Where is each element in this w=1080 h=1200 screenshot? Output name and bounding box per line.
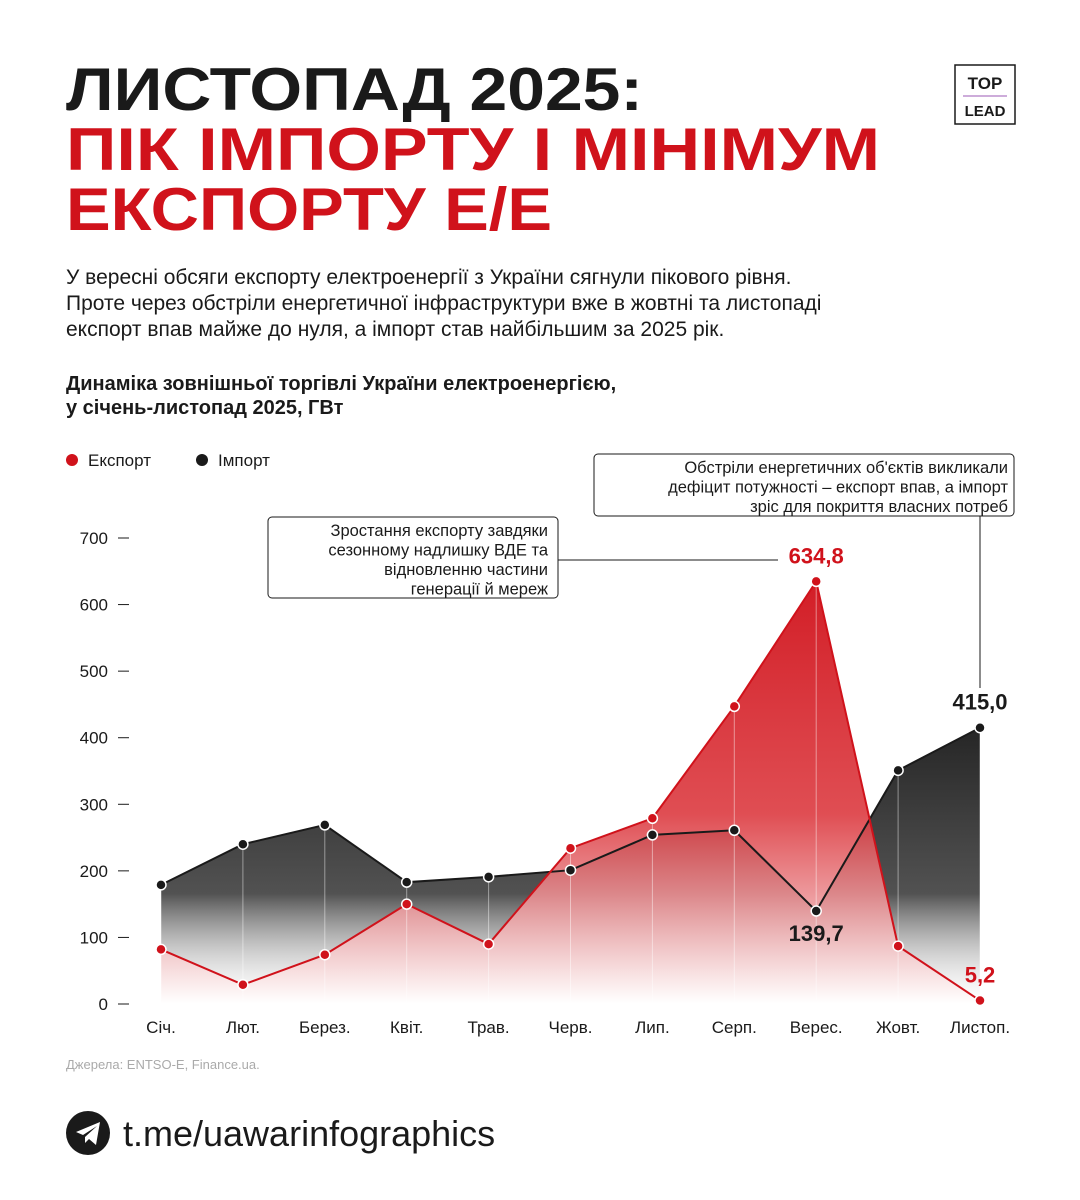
- point: [564, 864, 577, 876]
- x-tick-label: Жовт.: [876, 1018, 920, 1037]
- x-tick-label: Серп.: [712, 1018, 757, 1037]
- value-label: 139,7: [789, 921, 844, 946]
- point: [400, 898, 413, 910]
- point: [728, 824, 741, 836]
- logo-frame: [954, 64, 1016, 125]
- x-tick-label: Лип.: [635, 1018, 670, 1037]
- point: [155, 879, 167, 891]
- legend-swatch: [66, 454, 78, 466]
- chart-title: Динаміка зовнішньої торгівлі України еле…: [66, 373, 616, 395]
- intro-line: експорт впав майже до нуля, а імпорт ста…: [66, 318, 724, 341]
- annotation-text: Обстріли енергетичних об'єктів викликали: [684, 459, 1008, 477]
- annotation-text: відновленню частини: [384, 561, 548, 579]
- point: [892, 764, 904, 777]
- title-line: ЛИСТОПАД 2025:: [66, 56, 643, 123]
- logo-top: TOP: [968, 74, 1003, 93]
- point: [482, 871, 495, 883]
- legend-swatch: [196, 454, 208, 466]
- point: [237, 838, 249, 850]
- value-label: 634,8: [789, 543, 844, 568]
- y-tick-label: 200: [80, 862, 108, 881]
- point: [319, 948, 331, 961]
- y-tick-label: 400: [80, 729, 108, 748]
- point: [564, 842, 577, 854]
- point: [892, 940, 904, 952]
- chart: 0 100 200 300 400 500 600 700 Січ. Лют. Берез. Квіт…: [66, 451, 1015, 1037]
- annotation-text: генерації й мереж: [411, 581, 548, 599]
- point: [810, 575, 822, 588]
- intro-line: У вересні обсяги експорту електроенергії…: [66, 266, 791, 289]
- x-tick-label: Берез.: [299, 1018, 351, 1037]
- point: [974, 721, 986, 734]
- x-tick-label: Верес.: [790, 1018, 843, 1037]
- annotation-text: дефіцит потужності – експорт впав, а імп…: [668, 479, 1008, 497]
- y-tick-label: 300: [80, 795, 108, 814]
- y-tick-label: 100: [80, 928, 108, 947]
- point: [155, 943, 167, 956]
- chart-title: у січень-листопад 2025, ГВт: [66, 397, 344, 419]
- x-tick-label: Трав.: [468, 1018, 510, 1037]
- annotation-text: сезонному надлишку ВДЕ та: [328, 542, 548, 560]
- point: [728, 700, 741, 713]
- annotation-text: зріс для покриття власних потреб: [750, 498, 1008, 516]
- point: [646, 829, 659, 841]
- annotation-box: [267, 516, 559, 599]
- telegram-plane: [76, 1122, 100, 1145]
- point: [400, 876, 413, 888]
- x-tick-label: Листоп.: [950, 1018, 1010, 1037]
- logo-bottom: LEAD: [965, 103, 1006, 120]
- legend-label: Експорт: [88, 451, 151, 470]
- point: [974, 994, 986, 1007]
- title-line: ЕКСПОРТУ Е/Е: [66, 176, 552, 243]
- value-label: 415,0: [952, 690, 1007, 715]
- point: [810, 905, 822, 917]
- source: Джерела: ENTSO-E, Finance.ua.: [66, 1057, 260, 1072]
- telegram-icon: [66, 1111, 110, 1155]
- value-label: 5,2: [965, 963, 996, 988]
- x-tick-label: Січ.: [146, 1018, 176, 1037]
- annotation-box: [593, 453, 1015, 517]
- area: [161, 581, 980, 1004]
- y-tick-label: 0: [99, 995, 108, 1014]
- y-tick-label: 700: [80, 529, 108, 548]
- point: [319, 819, 331, 831]
- point: [237, 978, 249, 991]
- annotation-text: Зростання експорту завдяки: [330, 522, 548, 540]
- y-tick-label: 600: [80, 596, 108, 615]
- title-line: ПІК ІМПОРТУ І МІНІМУМ: [66, 116, 880, 183]
- legend-label: Імпорт: [218, 451, 270, 470]
- intro-line: Проте через обстріли енергетичної інфрас…: [66, 292, 821, 315]
- x-tick-label: Черв.: [549, 1018, 593, 1037]
- point: [482, 938, 495, 950]
- x-tick-label: Квіт.: [390, 1018, 423, 1037]
- point: [646, 812, 659, 825]
- footer-link[interactable]: t.me/uawarinfographics: [123, 1113, 495, 1154]
- x-tick-label: Лют.: [226, 1018, 260, 1037]
- y-tick-label: 500: [80, 662, 108, 681]
